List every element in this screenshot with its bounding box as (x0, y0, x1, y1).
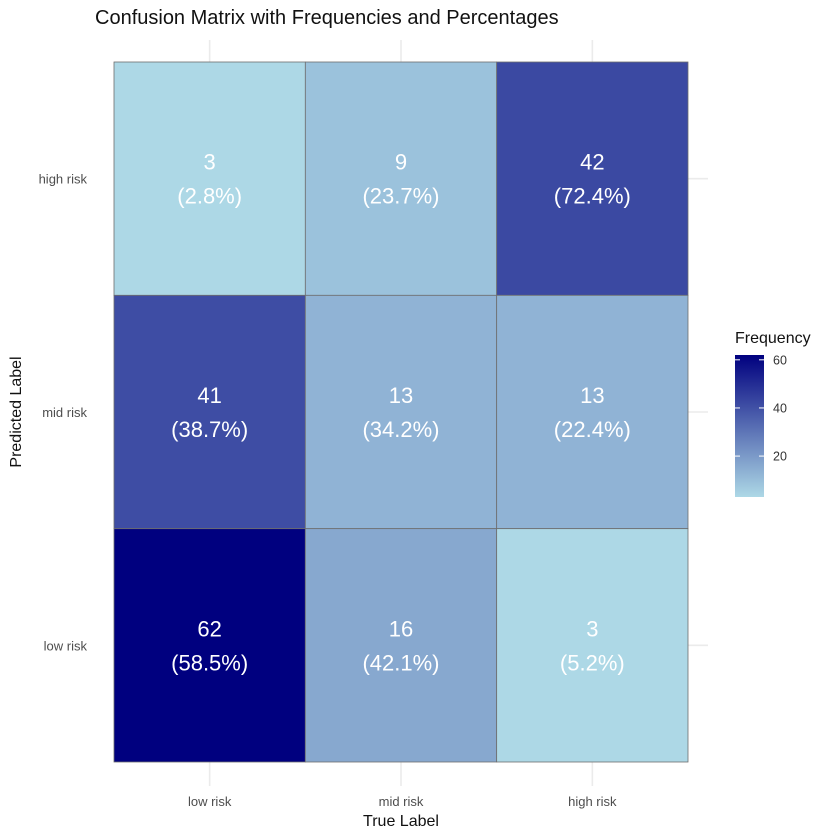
cell-low-risk-low-risk-percent: (58.5%) (171, 650, 248, 675)
cell-low-risk-mid-risk (304, 528, 498, 763)
cell-high-risk-high-risk-percent: (72.4%) (554, 184, 631, 209)
cell-mid-risk-high-risk-count: 13 (580, 383, 604, 408)
cell-mid-risk-mid-risk-percent: (34.2%) (362, 417, 439, 442)
legend-title: Frequency (735, 330, 811, 347)
color-legend: Frequency 20 40 60 (735, 330, 811, 497)
cell-high-risk-low-risk-percent: (2.8%) (177, 184, 242, 209)
cell-high-risk-low-risk-count: 3 (204, 150, 216, 175)
y-tick-low-risk: low risk (44, 638, 88, 653)
cell-mid-risk-high-risk-percent: (22.4%) (554, 417, 631, 442)
cell-high-risk-high-risk (496, 61, 689, 296)
cell-labels: 3 (2.8%) 9 (23.7%) 42 (72.4%) 41 (38.7%) 13 (34.2… (171, 150, 631, 676)
cell-high-risk-low-risk (113, 61, 306, 296)
x-axis-ticks: low risk mid risk high risk (188, 794, 617, 809)
cell-low-risk-high-risk-percent: (5.2%) (560, 650, 625, 675)
cell-low-risk-mid-risk-count: 16 (389, 616, 413, 641)
x-tick-mid-risk: mid risk (379, 794, 424, 809)
cell-mid-risk-low-risk (113, 294, 306, 530)
cell-high-risk-high-risk-count: 42 (580, 150, 604, 175)
chart-title: Confusion Matrix with Frequencies and Pe… (95, 7, 559, 29)
y-tick-mid-risk: mid risk (42, 405, 87, 420)
cell-low-risk-mid-risk-percent: (42.1%) (362, 650, 439, 675)
legend-tick-label-40: 40 (773, 401, 787, 415)
y-tick-high-risk: high risk (39, 172, 88, 187)
cell-mid-risk-low-risk-count: 41 (197, 383, 221, 408)
cell-low-risk-low-risk-count: 62 (197, 616, 221, 641)
cell-low-risk-high-risk-count: 3 (586, 616, 598, 641)
cell-mid-risk-mid-risk-count: 13 (389, 383, 413, 408)
x-tick-low-risk: low risk (188, 794, 232, 809)
cell-high-risk-mid-risk (304, 61, 498, 296)
cell-high-risk-mid-risk-percent: (23.7%) (362, 184, 439, 209)
legend-colorbar (735, 355, 764, 497)
y-axis-title: Predicted Label (8, 356, 25, 467)
legend-ticks: 20 40 60 (735, 353, 787, 464)
cell-mid-risk-mid-risk (304, 294, 498, 530)
cell-low-risk-high-risk (496, 528, 689, 763)
y-axis-ticks: low risk mid risk high risk (39, 172, 88, 654)
heatmap-cells (113, 61, 689, 763)
legend-tick-label-20: 20 (773, 450, 787, 464)
cell-mid-risk-low-risk-percent: (38.7%) (171, 417, 248, 442)
cell-mid-risk-high-risk (496, 294, 689, 530)
x-axis-title: True Label (363, 813, 439, 830)
cell-high-risk-mid-risk-count: 9 (395, 150, 407, 175)
legend-tick-label-60: 60 (773, 353, 787, 367)
cell-low-risk-low-risk (113, 528, 306, 763)
x-tick-high-risk: high risk (568, 794, 617, 809)
